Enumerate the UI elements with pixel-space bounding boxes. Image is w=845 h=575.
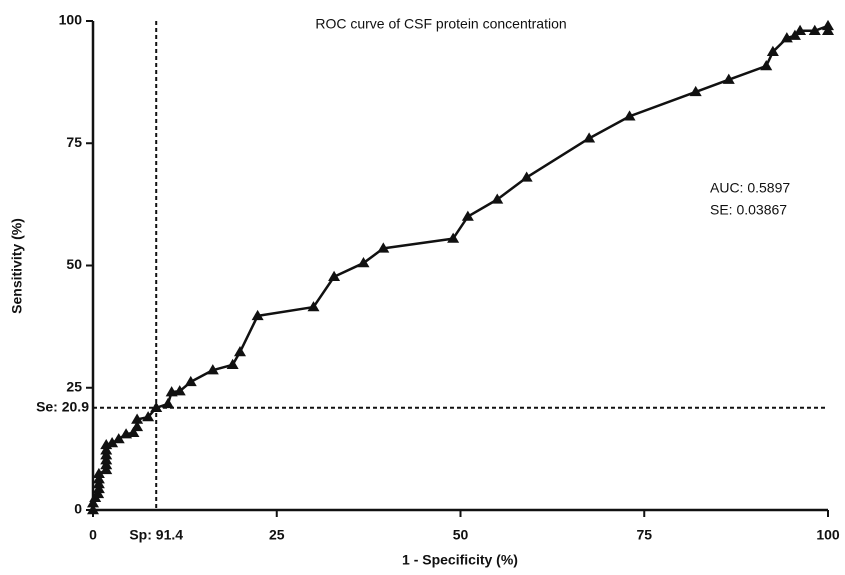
point <box>251 309 264 321</box>
point <box>623 110 636 121</box>
point <box>92 467 105 479</box>
x-tick-label: 100 <box>816 527 840 543</box>
y-tick-label: 25 <box>66 378 82 394</box>
point <box>226 358 239 369</box>
x-tick-label: 25 <box>269 527 285 543</box>
point <box>150 401 163 412</box>
reference-label: Sp: 91.4 <box>129 527 183 543</box>
point <box>92 473 105 484</box>
point <box>491 193 504 204</box>
chart-title: ROC curve of CSF protein concentration <box>315 16 566 32</box>
point <box>447 232 460 243</box>
point <box>112 433 125 444</box>
point <box>206 364 219 375</box>
point <box>87 504 99 515</box>
y-axis-title: Sensitivity (%) <box>9 218 25 314</box>
point <box>234 346 246 357</box>
reference-label: Se: 20.9 <box>36 399 89 415</box>
point <box>161 397 174 409</box>
y-tick-label: 75 <box>66 134 82 150</box>
point <box>184 375 197 387</box>
point <box>461 210 474 221</box>
point <box>131 420 144 432</box>
point <box>307 301 320 312</box>
annotation: AUC: 0.5897 <box>710 180 790 196</box>
x-axis-title: 1 - Specificity (%) <box>402 552 518 568</box>
x-tick-label: 0 <box>89 527 97 543</box>
annotation: SE: 0.03867 <box>710 202 787 218</box>
point <box>760 59 773 71</box>
point <box>357 257 370 268</box>
point <box>131 413 144 424</box>
point <box>583 132 596 143</box>
roc-line <box>91 24 830 510</box>
point <box>142 411 155 422</box>
point <box>165 386 178 397</box>
x-tick-label: 75 <box>636 527 652 543</box>
point <box>689 85 702 97</box>
point <box>794 24 807 35</box>
point <box>328 270 341 281</box>
point <box>766 45 779 57</box>
point <box>100 444 113 455</box>
point <box>822 24 834 35</box>
point <box>377 242 390 253</box>
x-tick-label: 50 <box>453 527 469 543</box>
y-tick-label: 0 <box>74 501 82 517</box>
point <box>808 24 821 35</box>
y-tick-label: 100 <box>59 12 83 28</box>
point <box>173 385 186 396</box>
point <box>722 73 735 84</box>
point <box>87 497 99 508</box>
point <box>520 171 533 182</box>
point <box>106 437 119 448</box>
point <box>127 426 140 437</box>
y-tick-label: 50 <box>66 256 82 272</box>
